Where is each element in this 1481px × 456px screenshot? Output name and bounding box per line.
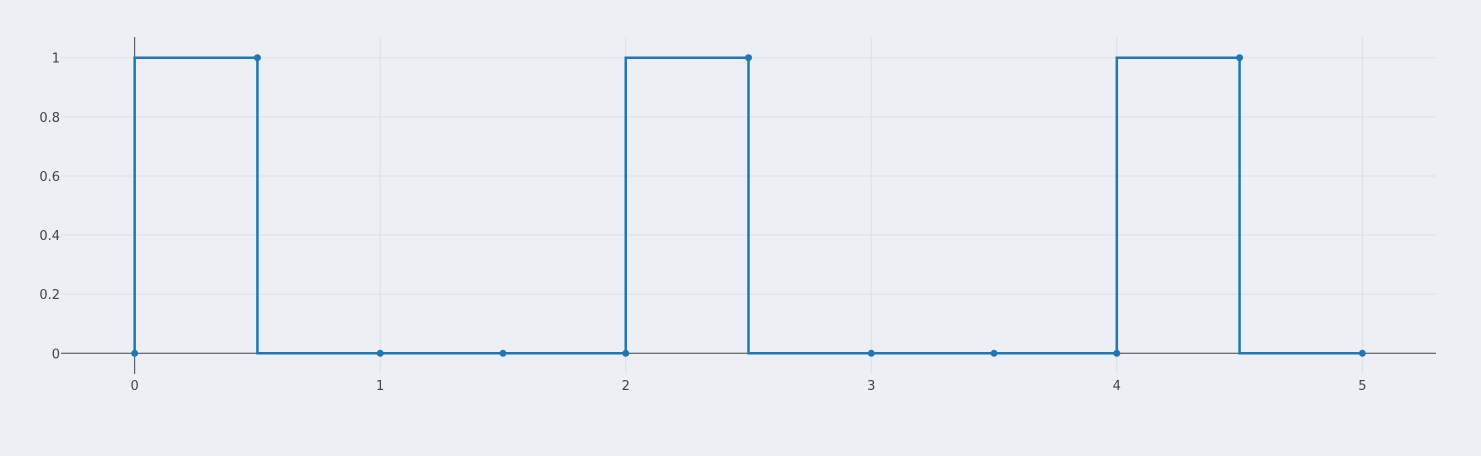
y-tick-labels: 0 0.2 0.4 0.6 0.8 1 [39,52,60,363]
series [131,54,1366,357]
x-tick-label: 2 [622,379,630,394]
x-tick-label: 5 [1358,379,1366,394]
x-tick-label: 1 [376,379,384,394]
data-point [990,349,998,357]
data-point [499,349,507,357]
y-tick-label: 0.8 [39,111,60,126]
data-point [745,54,752,62]
x-tick-label: 4 [1113,379,1121,394]
y-tick-label: 0.4 [39,229,60,244]
data-point [376,349,384,357]
y-tick-label: 0 [52,347,60,362]
y-tick-label: 1 [52,52,60,67]
data-point [622,349,630,357]
x-tick-label: 0 [131,379,139,394]
data-point [253,54,261,62]
x-tick-labels: 0 1 2 3 4 5 [131,379,1367,394]
data-point [1236,54,1244,62]
data-point [131,349,139,357]
data-point [1358,349,1366,357]
series-line [133,56,1363,355]
x-tick-label: 3 [867,379,875,394]
data-point [867,349,875,357]
y-tick-label: 0.6 [39,170,60,185]
y-tick-label: 0.2 [39,288,60,303]
data-point [1113,349,1121,357]
